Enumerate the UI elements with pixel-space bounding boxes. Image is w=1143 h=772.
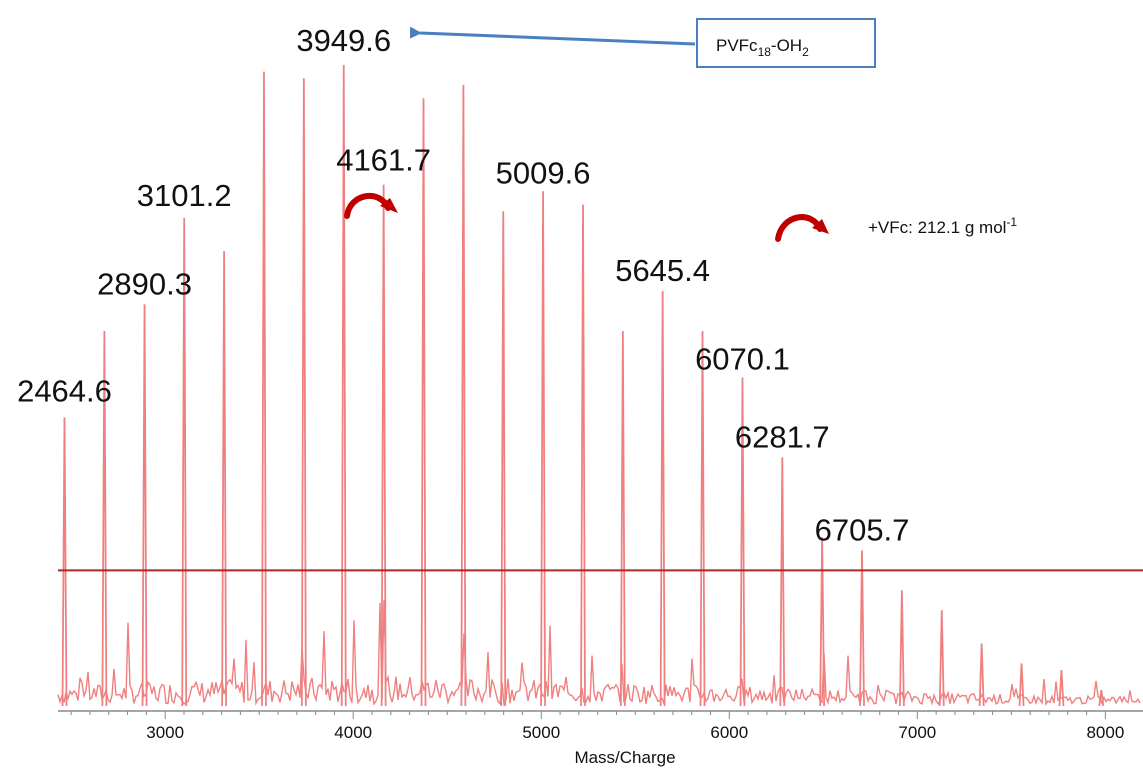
peak-mark — [101, 330, 108, 707]
increment-annotation: +VFc: 212.1 g mol-1 — [868, 215, 1017, 237]
peak-label: 3949.6 — [296, 23, 391, 58]
peak-mark — [619, 330, 626, 707]
peak-mark — [580, 204, 586, 707]
peak-mark — [1018, 663, 1025, 707]
species-box — [696, 18, 876, 68]
peak-label: 5645.4 — [615, 253, 710, 288]
peak-series — [61, 64, 1105, 707]
species-annotation: PVFc18-OH2 — [409, 18, 876, 68]
noise-baseline — [57, 599, 1141, 707]
peak-mark — [1058, 670, 1065, 707]
peak-mark — [938, 610, 945, 707]
peak-mark — [859, 550, 865, 707]
peak-label: 6705.7 — [815, 512, 910, 547]
peak-label: 2464.6 — [17, 373, 112, 408]
peak-mark — [300, 78, 307, 707]
peak-labels: 2464.6 2890.3 3101.2 3949.6 4161.7 5009.6 5645… — [17, 23, 909, 547]
peak-label: 6281.7 — [735, 419, 830, 454]
peak-mark — [500, 211, 507, 707]
peak-mark — [61, 417, 68, 707]
x-tick-label: 3000 — [146, 723, 184, 742]
x-tick-label: 8000 — [1086, 723, 1124, 742]
peak-mark — [819, 537, 826, 707]
x-tick-label: 4000 — [334, 723, 372, 742]
species-formula: PVFc18-OH2 — [716, 36, 809, 59]
peak-mark — [340, 64, 347, 707]
peak-mark — [779, 457, 786, 707]
peak-label: 2890.3 — [97, 266, 192, 301]
peak-label: 6070.1 — [695, 342, 790, 377]
peak-mark — [221, 251, 227, 707]
peak-label: 4161.7 — [336, 143, 431, 178]
noise-trace — [57, 599, 1141, 707]
x-axis-ticks: 3000 4000 5000 6000 7000 8000 — [70, 711, 1124, 742]
peak-mark — [978, 643, 985, 707]
x-tick-label: 7000 — [898, 723, 936, 742]
peak-label: 5009.6 — [496, 155, 591, 190]
curved-arrow-head-icon — [380, 198, 398, 213]
peak-mark — [460, 84, 467, 707]
peak-mark — [420, 98, 427, 707]
peak-mark — [261, 71, 267, 707]
peak-mark — [181, 217, 188, 707]
peak-mark — [699, 330, 706, 707]
x-tick-label: 5000 — [522, 723, 560, 742]
peak-mark — [659, 291, 666, 707]
peak-mark — [540, 191, 546, 707]
peak-mark — [739, 377, 746, 707]
peak-mark — [380, 184, 387, 707]
peak-mark — [141, 304, 148, 707]
x-axis-title: Mass/Charge — [574, 748, 675, 767]
x-tick-label: 6000 — [710, 723, 748, 742]
curved-arrow-head-icon — [812, 219, 829, 234]
species-pointer-arrow — [409, 26, 696, 46]
peak-mark — [1098, 689, 1105, 707]
peak-label: 3101.2 — [137, 178, 232, 213]
peak-mark — [898, 590, 905, 707]
